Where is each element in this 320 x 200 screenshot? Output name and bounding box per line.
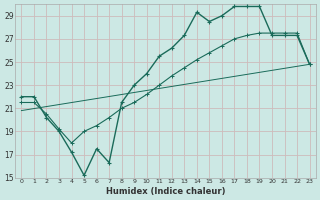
X-axis label: Humidex (Indice chaleur): Humidex (Indice chaleur)	[106, 187, 225, 196]
